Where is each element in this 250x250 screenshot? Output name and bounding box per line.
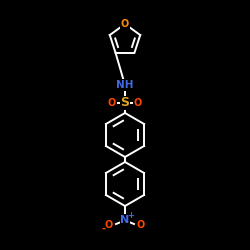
Text: O: O [134,98,142,108]
Text: NH: NH [116,80,134,90]
Text: +: + [128,210,134,220]
Text: O: O [105,220,113,230]
Text: -: - [101,224,105,234]
Text: N: N [120,215,130,225]
Text: O: O [108,98,116,108]
Text: O: O [121,19,129,29]
Text: S: S [120,96,130,110]
Text: O: O [137,220,145,230]
